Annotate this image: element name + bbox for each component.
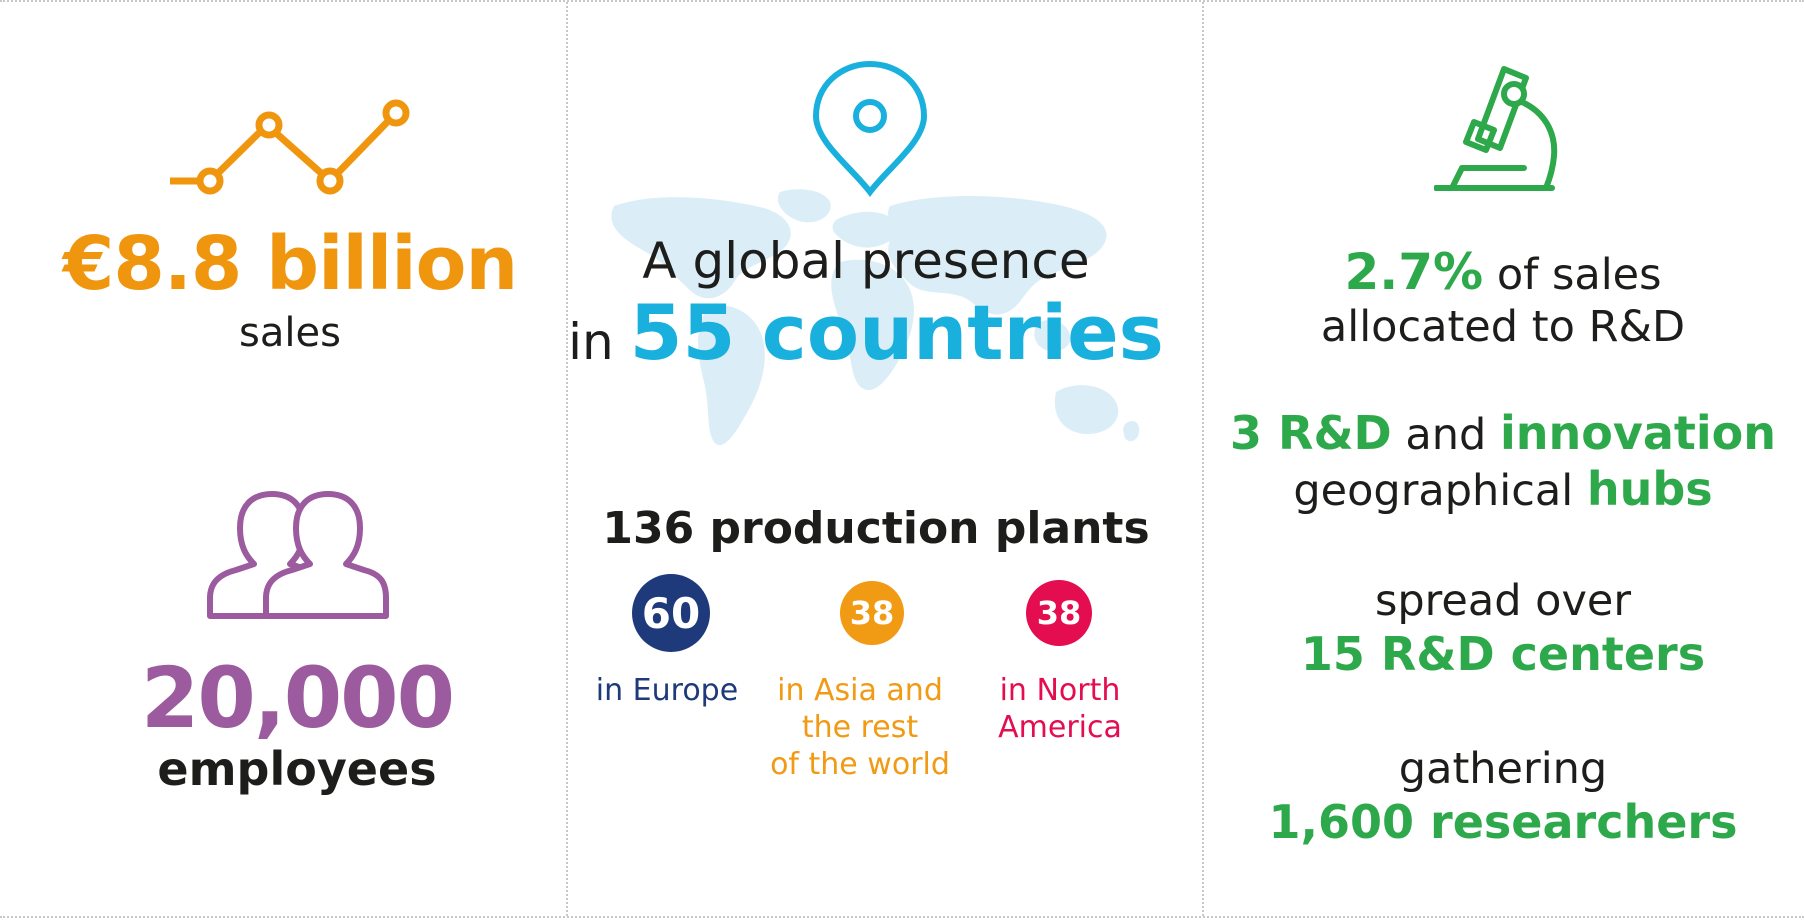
presence-heading: A global presence <box>642 232 1090 290</box>
asia-label-line: the rest <box>801 710 919 745</box>
north-america-label: in North America <box>970 672 1150 746</box>
europe-label-line: in Europe <box>595 673 739 708</box>
rd-researchers-value: 1,600 researchers <box>1268 795 1738 849</box>
rd-share: 2.7% of sales <box>1205 245 1801 302</box>
north-america-label-line: in North <box>999 673 1121 708</box>
rd-hubs-line1: 3 R&D and innovation <box>1205 406 1801 462</box>
rd-centers-value: 15 R&D centers <box>1300 627 1706 681</box>
line-chart-icon <box>170 99 410 195</box>
rd-hubs-line2: geographical hubs <box>1205 462 1801 518</box>
people-icon <box>207 491 389 619</box>
asia-label-line: of the world <box>770 747 950 782</box>
north-america-count-badge: 38 <box>1026 580 1092 646</box>
column-divider <box>566 2 568 916</box>
rd-share-value: 2.7% <box>1344 243 1484 301</box>
column-divider <box>1202 2 1204 916</box>
north-america-label-line: America <box>998 710 1122 745</box>
sales-label: sales <box>239 310 341 356</box>
asia-label: in Asia and the rest of the world <box>770 672 950 783</box>
rd-researchers-intro: gathering <box>1398 744 1608 794</box>
rd-share-line2: allocated to R&D <box>1320 302 1686 352</box>
europe-count-badge: 60 <box>632 574 710 652</box>
europe-label: in Europe <box>577 672 757 709</box>
plants-title: 136 production plants <box>602 503 1150 554</box>
microscope-icon <box>1434 66 1558 191</box>
rd-share-text: of sales <box>1496 250 1662 300</box>
sales-value: €8.8 billion <box>62 221 518 307</box>
world-map-icon <box>611 189 1140 446</box>
rd-hubs-word: hubs <box>1586 462 1713 516</box>
rd-hubs-and: and <box>1405 410 1487 460</box>
rd-hubs-count: 3 R&D <box>1230 406 1392 460</box>
asia-count-badge: 38 <box>840 581 904 645</box>
rd-hubs-geo: geographical <box>1293 466 1574 516</box>
employees-value: 20,000 <box>140 649 455 747</box>
rd-centers-intro: spread over <box>1374 576 1632 626</box>
asia-label-line: in Asia and <box>777 673 943 708</box>
rd-hubs-innovation: innovation <box>1500 406 1776 460</box>
presence-countries: in 55 countries <box>560 288 1172 387</box>
map-pin-icon <box>812 60 928 197</box>
presence-highlight: 55 countries <box>629 288 1164 377</box>
presence-prefix: in <box>568 313 614 371</box>
employees-label: employees <box>157 742 437 796</box>
